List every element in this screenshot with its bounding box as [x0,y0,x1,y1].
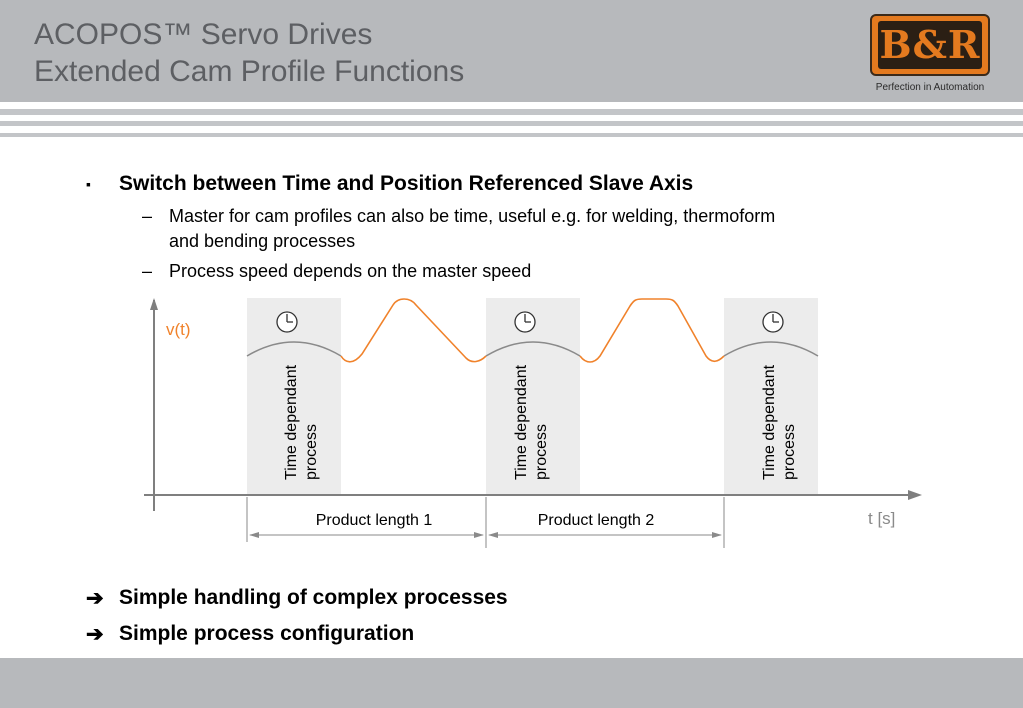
x-axis-arrow [908,490,922,500]
title-line-2: Extended Cam Profile Functions [34,55,465,88]
zone-label-3: Time dependant process [761,364,798,480]
conclusion-simple-configuration: Simple process configuration [119,622,415,645]
footer-bar [0,658,1023,708]
zone-label-2-line-1: Time dependant [513,364,530,480]
title-line-1: ACOPOS™ Servo Drives [34,18,373,51]
br-logo: B&R [870,14,990,76]
length-2-arrow-left [488,532,498,538]
y-axis-arrow [150,298,158,310]
velocity-curve-segment-2 [579,298,725,363]
zone-label-3-line-2: process [781,424,798,480]
product-length-2-label: Product length 2 [538,512,655,529]
bullet-marker: ▪ [86,176,91,192]
length-2-arrow-right [712,532,722,538]
header-stripe-3 [0,133,1023,137]
arrow-icon: ➔ [86,623,104,646]
bullet-switch-time-position: Switch between Time and Position Referen… [119,172,694,195]
zone-label-2-line-2: process [533,424,550,480]
time-zone-2 [486,298,580,494]
zone-label-1-line-2: process [303,424,320,480]
product-length-1-label: Product length 1 [316,512,433,529]
length-1-arrow-right [474,532,484,538]
header-bar [0,0,1023,102]
logo-plate: B&R [878,21,982,69]
header-stripe-1 [0,109,1023,115]
page-title: ACOPOS™ Servo Drives Extended Cam Profil… [34,16,464,90]
sub-bullet-process-speed: Process speed depends on the master spee… [169,261,532,281]
clock-icon [762,311,784,333]
logo-mark: B&R [879,22,981,67]
header-stripe-2 [0,121,1023,126]
zone-label-1: Time dependant process [283,364,320,480]
time-zone-1 [247,298,341,494]
arrow-icon: ➔ [86,587,104,610]
sub-bullet-marker-1: – [142,206,153,226]
y-axis-label: v(t) [166,320,191,339]
conclusion-simple-handling: Simple handling of complex processes [119,586,508,609]
x-axis-label: t [s] [868,509,895,528]
sub-bullet-line-2: and bending processes [169,231,356,251]
zone-label-3-line-1: Time dependant [761,364,778,480]
zone-label-1-line-1: Time dependant [283,364,300,480]
length-1-arrow-left [249,532,259,538]
velocity-curve-segment-1 [340,298,487,363]
zone-arc-3 [723,341,819,357]
sub-bullet-master-time: Master for cam profiles can also be time… [169,204,775,254]
sub-bullet-line-1: Master for cam profiles can also be time… [169,206,776,226]
clock-icon [276,311,298,333]
zone-label-2: Time dependant process [513,364,550,480]
logo-tagline: Perfection in Automation [875,82,985,93]
clock-icon [514,311,536,333]
zone-arc-1 [246,341,342,357]
zone-arc-2 [485,341,581,357]
sub-bullet-marker-2: – [142,261,153,281]
